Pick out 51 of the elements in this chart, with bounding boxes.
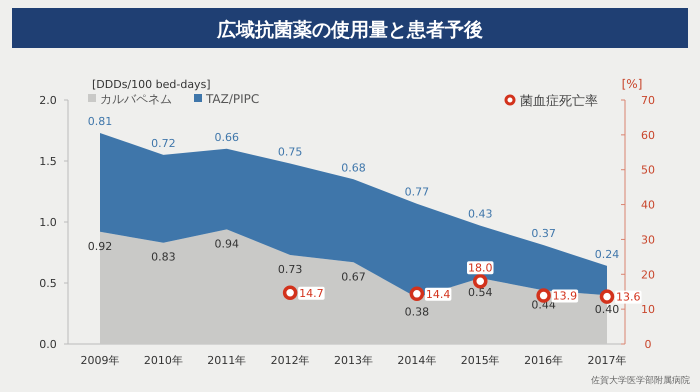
data-label: 0.81 [88, 114, 112, 128]
data-label: 0.75 [278, 145, 302, 158]
y2-tick-label: 10 [641, 303, 655, 316]
y2-tick-label: 60 [641, 128, 655, 142]
data-label: 0.72 [151, 136, 176, 150]
y2-tick-label: 40 [641, 198, 655, 212]
data-label: 0.73 [278, 262, 302, 276]
data-label: 13.6 [616, 290, 640, 304]
data-label: 0.40 [594, 303, 620, 316]
data-label: 0.66 [214, 130, 239, 144]
data-label: 14.7 [299, 286, 324, 300]
y-tick-label: 1.0 [39, 216, 57, 229]
data-label: 18.0 [468, 261, 492, 274]
data-label: 0.83 [151, 250, 176, 264]
y-tick-label: 2.0 [39, 94, 57, 107]
y2-tick-label: 50 [641, 164, 655, 177]
y-tick-label: 1.5 [39, 155, 57, 168]
legend-label: カルバペネム [100, 92, 172, 106]
data-label: 0.43 [468, 208, 492, 221]
data-label: 0.54 [468, 286, 492, 300]
data-label: 0.68 [341, 161, 366, 174]
y-axis-title: [DDDs/100 bed-days] [92, 78, 211, 91]
chart-title: 広域抗菌薬の使用量と患者予後 [216, 19, 483, 41]
data-label: 0.38 [404, 306, 430, 319]
data-label: 0.77 [404, 186, 430, 199]
x-tick-label: 2012年 [270, 354, 310, 367]
y-tick-label: 0.0 [39, 338, 57, 351]
data-label: 0.67 [341, 270, 366, 284]
data-label: 13.9 [552, 290, 578, 303]
data-label: 0.24 [594, 248, 620, 261]
y2-axis-title: [%] [622, 77, 642, 91]
y-tick-label: 0.5 [39, 277, 57, 290]
text: 佐賀大学医学部附属病院 [591, 375, 690, 386]
data-label: 14.4 [426, 288, 450, 301]
x-tick-label: 2015年 [460, 354, 500, 367]
x-tick-label: 2016年 [524, 354, 564, 367]
legend-label: 菌血症死亡率 [520, 93, 598, 109]
y2-tick-label: 20 [641, 268, 655, 282]
data-label: 0.37 [531, 227, 556, 240]
y2-tick-label: 70 [641, 94, 655, 107]
x-tick-label: 2010年 [144, 354, 183, 367]
x-tick-label: 2013年 [334, 354, 373, 367]
y2-tick-label: 0 [644, 338, 652, 351]
x-tick-label: 2009年 [80, 354, 120, 367]
data-label: 0.94 [214, 237, 239, 250]
y2-tick-label: 30 [641, 233, 655, 246]
x-tick-label: 2011年 [207, 354, 246, 367]
x-tick-label: 2014年 [397, 354, 436, 367]
legend-label: TAZ/PIPC [205, 92, 260, 106]
x-tick-label: 2017年 [588, 354, 626, 367]
data-label: 0.92 [88, 240, 112, 253]
